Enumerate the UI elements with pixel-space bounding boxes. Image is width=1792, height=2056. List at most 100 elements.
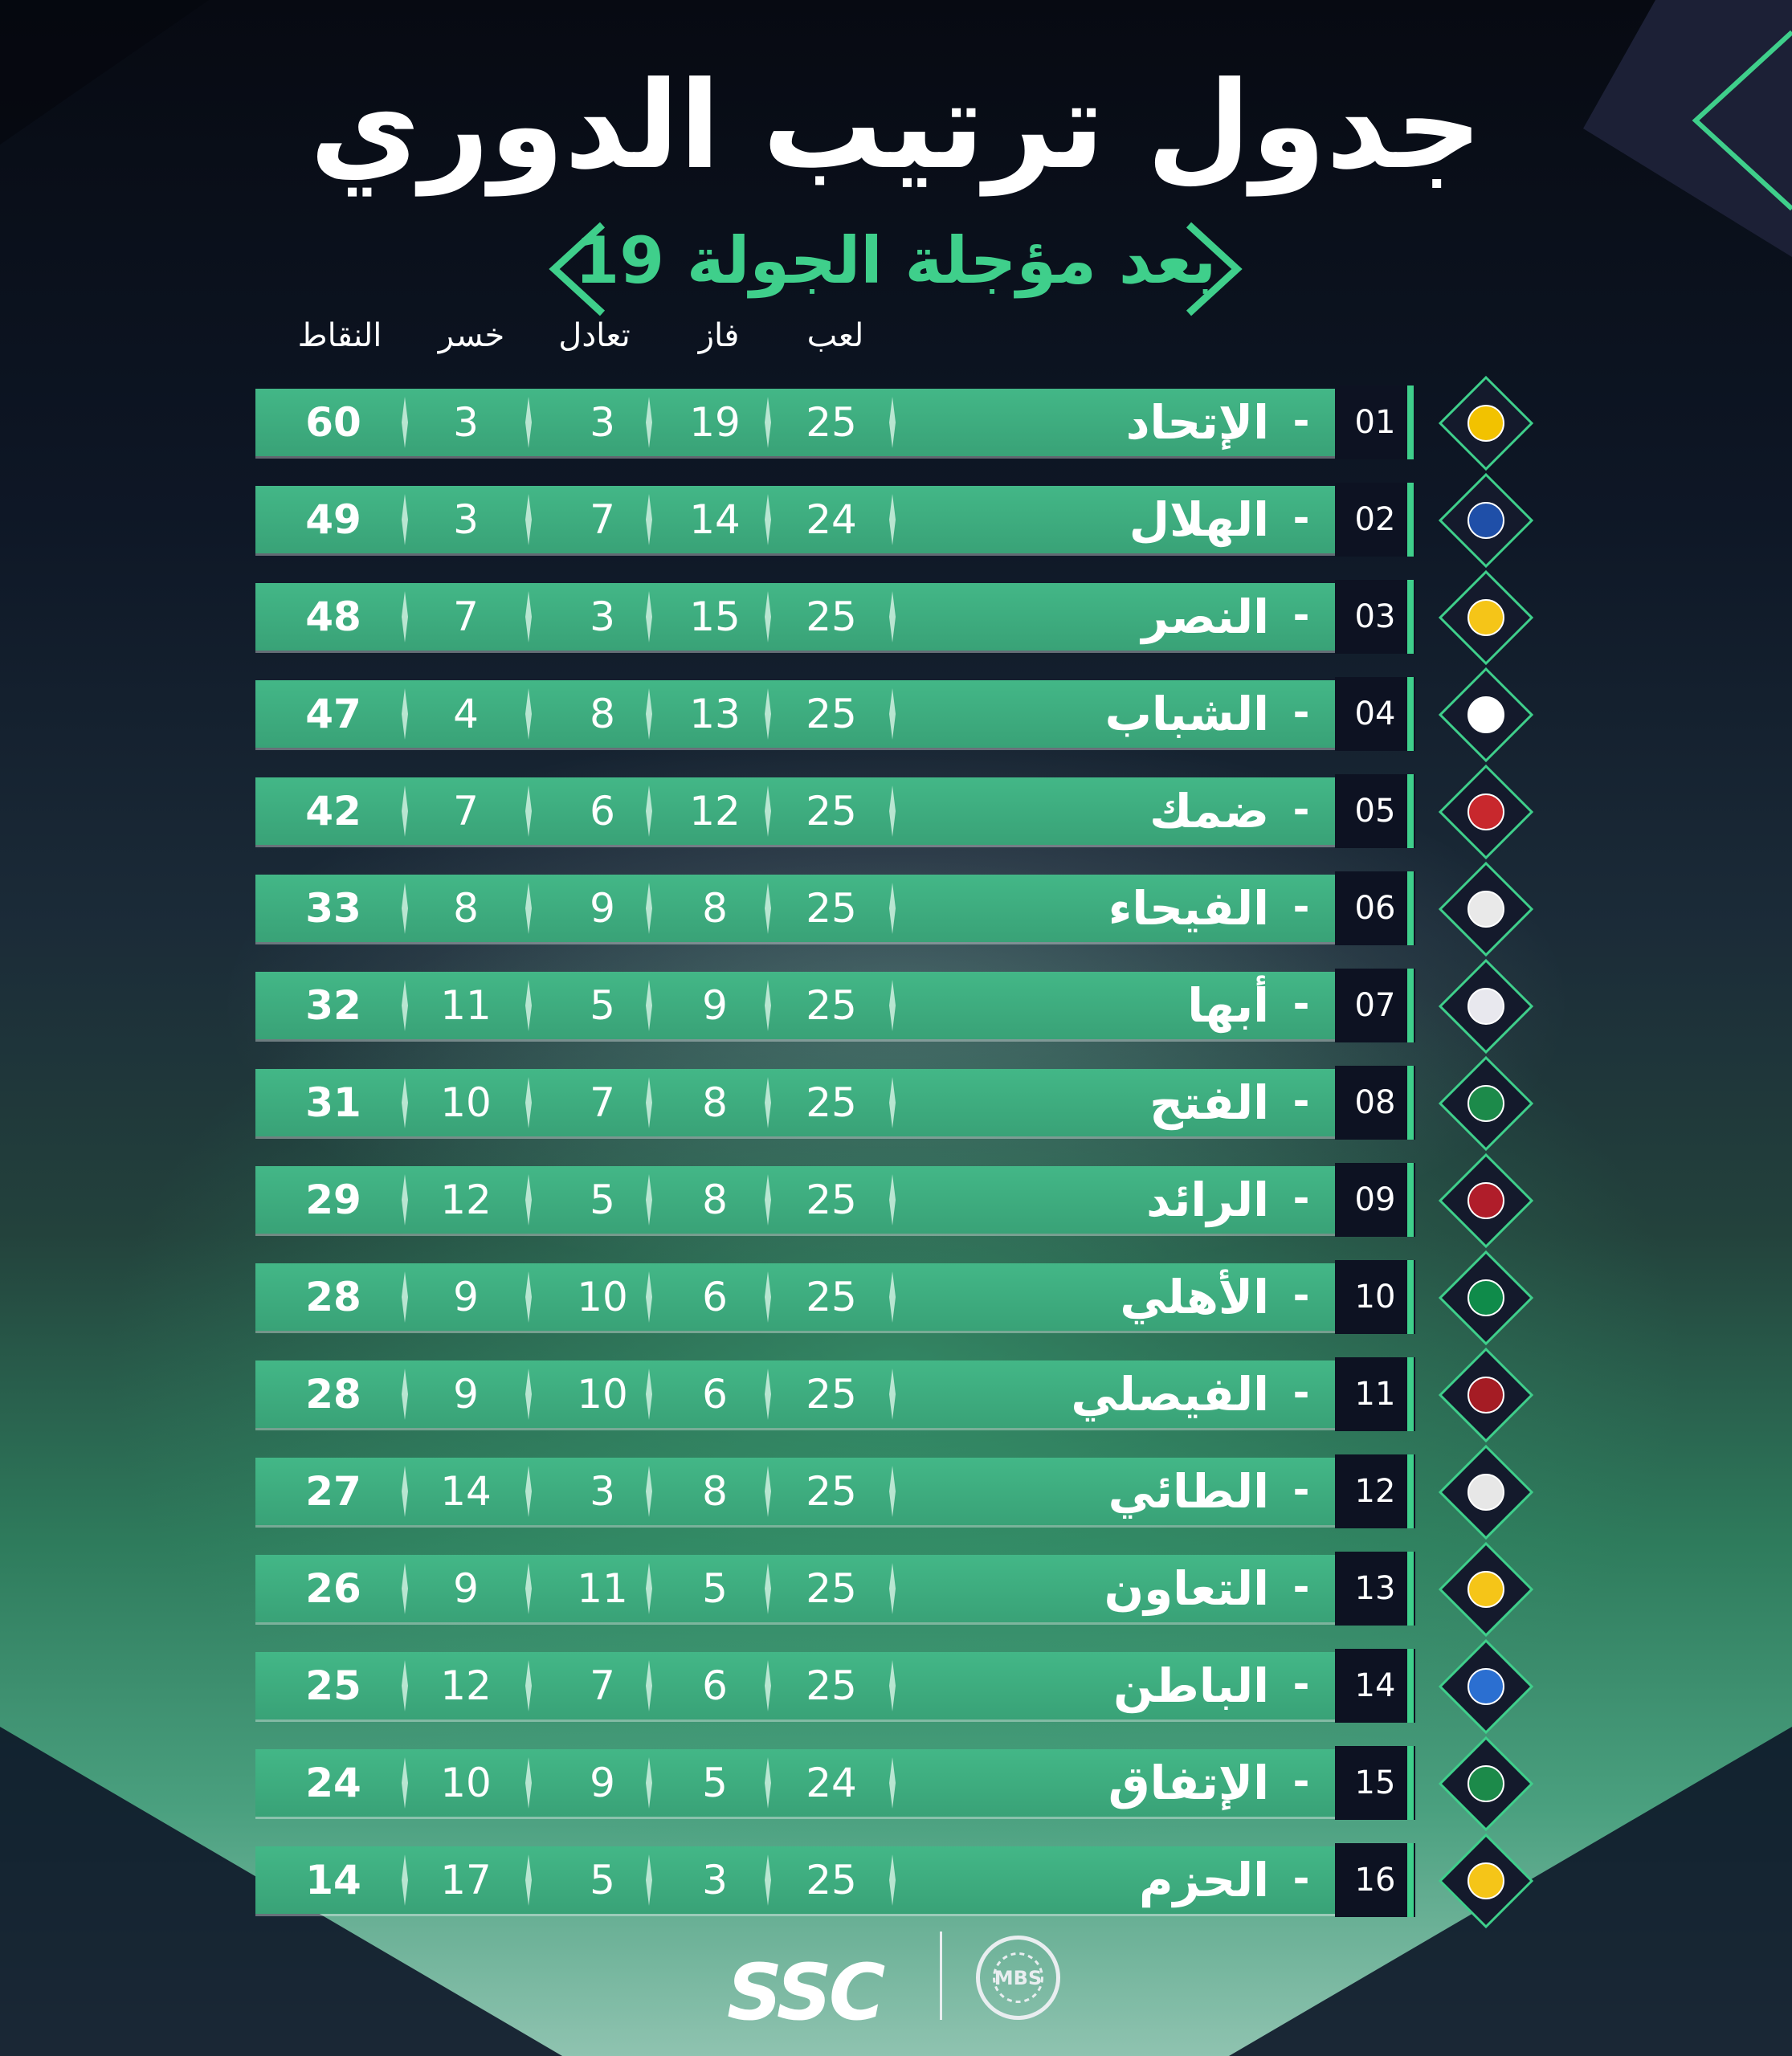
- team-lost: 11: [440, 982, 492, 1029]
- team-dash: -: [1292, 1564, 1310, 1610]
- column-separator-icon: [402, 980, 408, 1031]
- column-separator-icon: [889, 1369, 896, 1420]
- column-separator-icon: [525, 1466, 532, 1517]
- team-points: 31: [305, 1079, 361, 1126]
- column-separator-icon: [765, 883, 771, 934]
- column-separator-icon: [402, 1077, 408, 1128]
- team-played: 25: [806, 1857, 857, 1903]
- team-dash: -: [1292, 398, 1310, 444]
- column-separator-icon: [525, 1563, 532, 1614]
- row-bar: [255, 777, 1335, 845]
- column-header-won: فاز: [698, 317, 740, 354]
- column-separator-icon: [402, 1466, 408, 1517]
- team-points: 42: [305, 788, 361, 834]
- table-row: 27 14 3 8 25 الطائي - 12: [0, 1444, 1792, 1540]
- team-points: 29: [305, 1177, 361, 1223]
- team-played: 25: [806, 1177, 857, 1223]
- column-separator-icon: [765, 688, 771, 740]
- table-row: 32 11 5 9 25 أبها - 07: [0, 958, 1792, 1055]
- column-separator-icon: [402, 1563, 408, 1614]
- table-row: 14 17 5 3 25 الحزم - 16: [0, 1833, 1792, 1929]
- team-lost: 8: [453, 885, 479, 932]
- table-row: 47 4 8 13 25 الشباب - 04: [0, 667, 1792, 763]
- column-separator-icon: [889, 1757, 896, 1809]
- column-separator-icon: [765, 494, 771, 545]
- team-name: أبها: [1187, 978, 1269, 1033]
- team-dash: -: [1292, 1467, 1310, 1513]
- column-separator-icon: [889, 1466, 896, 1517]
- team-draw: 5: [590, 1177, 615, 1223]
- team-logo-icon: [1438, 1347, 1534, 1443]
- team-lost: 7: [453, 788, 479, 834]
- team-name: الرائد: [1146, 1173, 1269, 1227]
- team-name: الفيحاء: [1108, 881, 1269, 936]
- column-separator-icon: [402, 1854, 408, 1906]
- team-won: 6: [702, 1371, 728, 1418]
- team-logo-icon: [1438, 861, 1534, 957]
- column-separator-icon: [525, 688, 532, 740]
- column-separator-icon: [402, 1660, 408, 1711]
- table-row: 24 10 9 5 24 الإتفاق - 15: [0, 1736, 1792, 1832]
- column-separator-icon: [646, 688, 652, 740]
- team-rank: 14: [1335, 1649, 1415, 1723]
- column-header-draw: تعادل: [558, 317, 631, 354]
- team-played: 25: [806, 1371, 857, 1418]
- column-separator-icon: [765, 1369, 771, 1420]
- table-row: 33 8 9 8 25 الفيحاء - 06: [0, 861, 1792, 957]
- column-separator-icon: [525, 1757, 532, 1809]
- row-bar: [255, 1069, 1335, 1136]
- team-points: 25: [305, 1662, 361, 1709]
- column-separator-icon: [889, 1563, 896, 1614]
- column-separator-icon: [402, 883, 408, 934]
- team-lost: 9: [453, 1274, 479, 1320]
- team-logo-icon: [1438, 1055, 1534, 1152]
- team-played: 25: [806, 788, 857, 834]
- team-points: 14: [305, 1857, 361, 1903]
- column-separator-icon: [765, 785, 771, 837]
- column-separator-icon: [765, 1077, 771, 1128]
- team-lost: 10: [440, 1760, 492, 1806]
- team-won: 8: [702, 1177, 728, 1223]
- team-draw: 3: [590, 1468, 615, 1515]
- column-separator-icon: [889, 785, 896, 837]
- column-separator-icon: [525, 1077, 532, 1128]
- table-row: 42 7 6 12 25 ضمك - 05: [0, 764, 1792, 860]
- rank-accent: [1407, 1454, 1414, 1528]
- column-separator-icon: [765, 397, 771, 448]
- rank-accent: [1407, 1163, 1414, 1237]
- team-lost: 4: [453, 691, 479, 737]
- team-dash: -: [1292, 786, 1310, 833]
- column-separator-icon: [765, 1271, 771, 1323]
- team-played: 25: [806, 1468, 857, 1515]
- rank-accent: [1407, 1843, 1414, 1917]
- column-separator-icon: [889, 591, 896, 642]
- rank-accent: [1407, 483, 1414, 557]
- team-played: 25: [806, 1274, 857, 1320]
- row-bar: [255, 875, 1335, 942]
- column-separator-icon: [646, 397, 652, 448]
- team-name: النصر: [1141, 589, 1269, 644]
- team-points: 32: [305, 982, 361, 1029]
- team-rank: 05: [1335, 774, 1415, 848]
- table-row: 48 7 3 15 25 النصر - 03: [0, 569, 1792, 666]
- team-lost: 9: [453, 1371, 479, 1418]
- team-draw: 8: [590, 691, 615, 737]
- team-draw: 3: [590, 399, 615, 446]
- column-separator-icon: [889, 1077, 896, 1128]
- column-separator-icon: [525, 1369, 532, 1420]
- team-draw: 3: [590, 594, 615, 640]
- rank-accent: [1407, 677, 1414, 751]
- column-separator-icon: [402, 1174, 408, 1226]
- column-separator-icon: [525, 1854, 532, 1906]
- team-played: 25: [806, 982, 857, 1029]
- bracket-left-icon: [549, 222, 606, 316]
- table-row: 28 9 10 6 25 الفيصلي - 11: [0, 1347, 1792, 1443]
- column-separator-icon: [646, 1563, 652, 1614]
- team-rank: 04: [1335, 677, 1415, 751]
- row-bar: [255, 1555, 1335, 1622]
- column-separator-icon: [646, 1077, 652, 1128]
- column-header-played: لعب: [806, 317, 864, 354]
- team-logo-icon: [1438, 764, 1534, 860]
- team-name: الطائي: [1108, 1464, 1269, 1519]
- column-separator-icon: [765, 980, 771, 1031]
